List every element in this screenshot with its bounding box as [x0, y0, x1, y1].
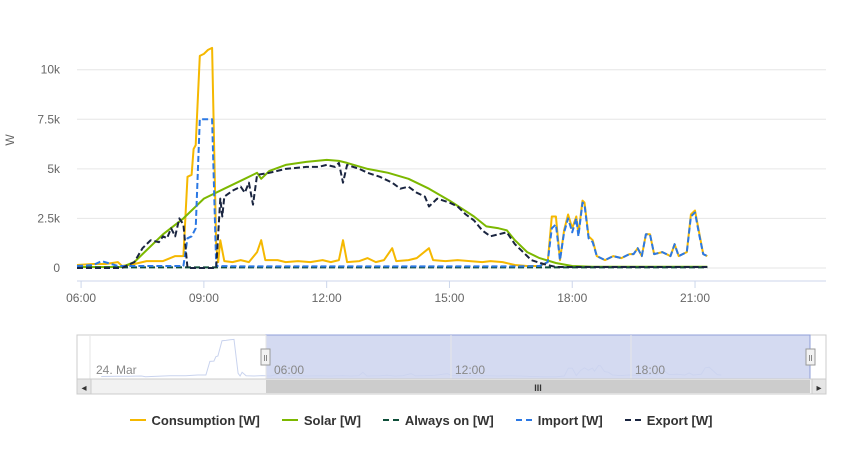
- legend-label: Consumption [W]: [151, 412, 260, 428]
- legend-item-export[interactable]: Export [W]: [624, 412, 713, 428]
- series-line-solar[interactable]: [77, 158, 708, 268]
- y-tick-label: 0: [53, 261, 60, 275]
- x-axis: 06:00 09:00 12:00 15:00 18:00 21:00: [66, 280, 826, 305]
- navigator-selected-range[interactable]: [265, 334, 811, 380]
- y-tick-label: 5k: [47, 162, 61, 176]
- series-line-import[interactable]: [76, 118, 708, 268]
- navigator-left-handle[interactable]: II: [260, 348, 271, 366]
- series-line-export[interactable]: [77, 161, 708, 269]
- navigator[interactable]: 24. Mar 06:00 12:00 18:00 II II ◂ III ▸: [76, 334, 827, 395]
- legend-dashed-line-icon: [515, 419, 532, 421]
- legend-line-icon: [281, 419, 298, 421]
- legend: Consumption [W] Solar [W] Always on [W] …: [0, 408, 842, 432]
- y-axis: 0 2.5k 5k 7.5k 10k: [37, 63, 61, 275]
- legend-label: Export [W]: [646, 412, 713, 428]
- legend-label: Solar [W]: [303, 412, 361, 428]
- legend-item-always-on[interactable]: Always on [W]: [382, 412, 494, 428]
- scrollbar[interactable]: ◂ III ▸: [76, 378, 827, 395]
- scroll-left-arrow-icon: ◂: [81, 383, 86, 394]
- legend-item-import[interactable]: Import [W]: [515, 412, 603, 428]
- navigator-time-label: 12:00: [455, 363, 485, 377]
- y-tick-label: 7.5k: [37, 112, 61, 126]
- x-tick-label: 21:00: [680, 291, 710, 305]
- legend-dashed-line-icon: [382, 419, 399, 421]
- y-axis-label: W: [3, 134, 17, 146]
- y-tick-label: 2.5k: [37, 211, 61, 225]
- navigator-right-handle[interactable]: II: [805, 348, 816, 366]
- legend-item-consumption[interactable]: Consumption [W]: [129, 412, 260, 428]
- plot-series: [76, 46, 708, 269]
- navigator-time-label: 06:00: [274, 363, 304, 377]
- x-tick-label: 15:00: [434, 291, 464, 305]
- scrollbar-thumb[interactable]: [266, 380, 810, 393]
- x-tick-label: 09:00: [189, 291, 219, 305]
- scroll-grip-icon: III: [534, 383, 542, 393]
- legend-label: Import [W]: [537, 412, 603, 428]
- legend-dashed-line-icon: [624, 419, 641, 421]
- x-tick-label: 12:00: [312, 291, 342, 305]
- y-tick-label: 10k: [41, 63, 61, 77]
- legend-item-solar[interactable]: Solar [W]: [281, 412, 361, 428]
- navigator-time-label: 18:00: [635, 363, 665, 377]
- handle-grip-icon: II: [263, 354, 267, 363]
- series-line-consumption[interactable]: [76, 46, 708, 267]
- x-tick-label: 06:00: [66, 291, 96, 305]
- handle-grip-icon: II: [808, 354, 812, 363]
- scrollbar-left-button[interactable]: [76, 378, 92, 395]
- legend-line-icon: [129, 419, 146, 421]
- navigator-date-label: 24. Mar: [96, 363, 137, 377]
- x-tick-label: 18:00: [557, 291, 587, 305]
- scroll-right-arrow-icon: ▸: [816, 383, 821, 394]
- legend-label: Always on [W]: [404, 412, 494, 428]
- scrollbar-right-button[interactable]: [811, 378, 827, 395]
